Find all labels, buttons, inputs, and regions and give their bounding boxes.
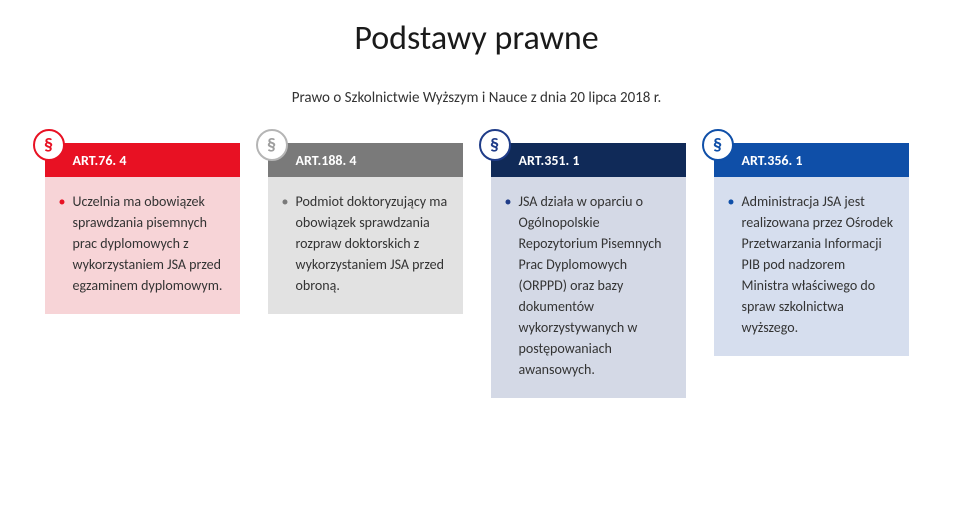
card-row: § ART.76. 4 Uczelnia ma obowiązek sprawd… [0, 143, 953, 398]
card-header: ART.356. 1 [714, 143, 909, 177]
card-text: JSA działa w oparciu o Ogólnopolskie Rep… [505, 191, 672, 380]
section-symbol: § [267, 134, 276, 156]
article-label: ART.351. 1 [519, 152, 580, 169]
section-symbol: § [490, 134, 499, 156]
card-text: Administracja JSA jest realizowana przez… [728, 191, 895, 338]
card-body: Administracja JSA jest realizowana przez… [714, 177, 909, 356]
law-card-art351: § ART.351. 1 JSA działa w oparciu o Ogól… [491, 143, 686, 398]
page-title: Podstawy prawne [0, 18, 953, 59]
card-text: Podmiot doktoryzujący ma obowiązek spraw… [282, 191, 449, 296]
card-header: ART.76. 4 [45, 143, 240, 177]
card-text: Uczelnia ma obowiązek sprawdzania pisemn… [59, 191, 226, 296]
card-header: ART.351. 1 [491, 143, 686, 177]
section-badge: § [479, 129, 511, 161]
card-body: Podmiot doktoryzujący ma obowiązek spraw… [268, 177, 463, 314]
section-badge: § [33, 129, 65, 161]
card-body: Uczelnia ma obowiązek sprawdzania pisemn… [45, 177, 240, 314]
article-label: ART.356. 1 [742, 152, 803, 169]
card-body: JSA działa w oparciu o Ogólnopolskie Rep… [491, 177, 686, 398]
card-header: ART.188. 4 [268, 143, 463, 177]
article-label: ART.76. 4 [73, 152, 127, 169]
article-label: ART.188. 4 [296, 152, 357, 169]
section-symbol: § [713, 134, 722, 156]
section-badge: § [256, 129, 288, 161]
law-card-art76: § ART.76. 4 Uczelnia ma obowiązek sprawd… [45, 143, 240, 398]
law-card-art188: § ART.188. 4 Podmiot doktoryzujący ma ob… [268, 143, 463, 398]
section-badge: § [702, 129, 734, 161]
law-card-art356: § ART.356. 1 Administracja JSA jest real… [714, 143, 909, 398]
section-symbol: § [44, 134, 53, 156]
page-subtitle: Prawo o Szkolnictwie Wyższym i Nauce z d… [0, 89, 953, 107]
